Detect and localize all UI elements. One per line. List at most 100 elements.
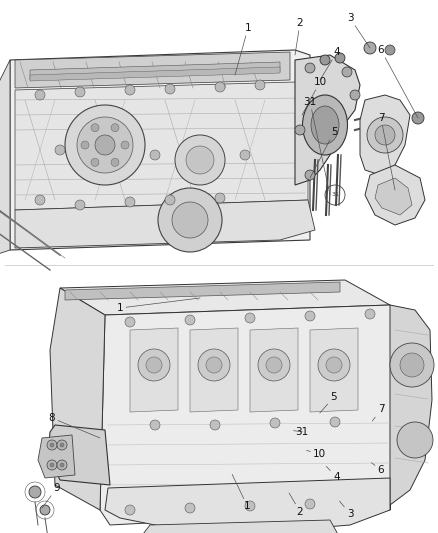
Circle shape [412, 112, 424, 124]
Circle shape [165, 84, 175, 94]
Text: 7: 7 [378, 113, 395, 190]
Circle shape [367, 117, 403, 153]
Circle shape [158, 188, 222, 252]
Circle shape [60, 463, 64, 467]
Text: 3: 3 [347, 13, 370, 48]
Polygon shape [130, 328, 178, 412]
Text: 2: 2 [295, 18, 303, 55]
Circle shape [270, 418, 280, 428]
Circle shape [185, 315, 195, 325]
Polygon shape [140, 520, 340, 533]
Circle shape [335, 53, 345, 63]
Polygon shape [50, 288, 105, 510]
Text: 6: 6 [371, 463, 385, 475]
Text: 1: 1 [235, 23, 251, 75]
Text: 7: 7 [372, 405, 385, 421]
Circle shape [365, 309, 375, 319]
Circle shape [255, 80, 265, 90]
Circle shape [295, 125, 305, 135]
Circle shape [320, 55, 330, 65]
Polygon shape [48, 425, 110, 485]
Circle shape [77, 117, 133, 173]
Circle shape [375, 125, 395, 145]
Circle shape [81, 141, 89, 149]
Polygon shape [375, 178, 412, 215]
Polygon shape [15, 52, 290, 88]
Circle shape [245, 313, 255, 323]
Circle shape [258, 349, 290, 381]
Circle shape [318, 349, 350, 381]
Circle shape [150, 420, 160, 430]
Polygon shape [30, 62, 280, 80]
Polygon shape [0, 60, 10, 255]
Circle shape [240, 150, 250, 160]
Text: 2: 2 [289, 493, 304, 516]
Polygon shape [30, 67, 280, 81]
Polygon shape [310, 328, 358, 412]
Circle shape [185, 503, 195, 513]
Polygon shape [60, 280, 390, 315]
Text: 4: 4 [326, 466, 340, 482]
Ellipse shape [303, 95, 347, 155]
Circle shape [125, 505, 135, 515]
Circle shape [400, 353, 424, 377]
Circle shape [95, 135, 115, 155]
Circle shape [385, 45, 395, 55]
Text: 10: 10 [307, 449, 326, 459]
Text: 10: 10 [302, 77, 327, 115]
Circle shape [150, 150, 160, 160]
Circle shape [75, 87, 85, 97]
Polygon shape [15, 82, 308, 210]
Circle shape [75, 200, 85, 210]
Circle shape [65, 105, 145, 185]
Circle shape [186, 146, 214, 174]
Circle shape [266, 357, 282, 373]
Circle shape [91, 124, 99, 132]
Text: 4: 4 [320, 47, 340, 80]
Text: 9: 9 [42, 483, 60, 508]
Circle shape [146, 357, 162, 373]
Circle shape [305, 311, 315, 321]
Text: 5: 5 [320, 392, 337, 413]
Circle shape [305, 499, 315, 509]
Circle shape [390, 343, 434, 387]
Polygon shape [38, 435, 75, 478]
Text: 1: 1 [232, 474, 251, 511]
Circle shape [215, 193, 225, 203]
Polygon shape [105, 478, 390, 532]
Circle shape [364, 42, 376, 54]
Circle shape [50, 463, 54, 467]
Circle shape [57, 440, 67, 450]
Circle shape [125, 197, 135, 207]
Polygon shape [365, 165, 425, 225]
Polygon shape [190, 328, 238, 412]
Circle shape [175, 135, 225, 185]
Text: 6: 6 [378, 45, 418, 118]
Circle shape [60, 443, 64, 447]
Circle shape [138, 349, 170, 381]
Circle shape [57, 460, 67, 470]
Text: 5: 5 [310, 127, 337, 178]
Circle shape [91, 158, 99, 166]
Circle shape [50, 443, 54, 447]
Polygon shape [360, 95, 410, 175]
Text: 31: 31 [331, 192, 339, 198]
Polygon shape [10, 50, 310, 250]
Polygon shape [100, 305, 400, 525]
Text: 31: 31 [304, 97, 330, 195]
Circle shape [397, 422, 433, 458]
Circle shape [305, 170, 315, 180]
Text: 1: 1 [117, 298, 200, 313]
Polygon shape [390, 305, 432, 510]
Circle shape [172, 202, 208, 238]
Circle shape [47, 440, 57, 450]
Circle shape [330, 417, 340, 427]
Circle shape [40, 505, 50, 515]
Circle shape [342, 67, 352, 77]
Circle shape [121, 141, 129, 149]
Circle shape [165, 195, 175, 205]
Circle shape [125, 317, 135, 327]
Circle shape [35, 90, 45, 100]
Polygon shape [65, 282, 340, 300]
Ellipse shape [311, 106, 339, 144]
